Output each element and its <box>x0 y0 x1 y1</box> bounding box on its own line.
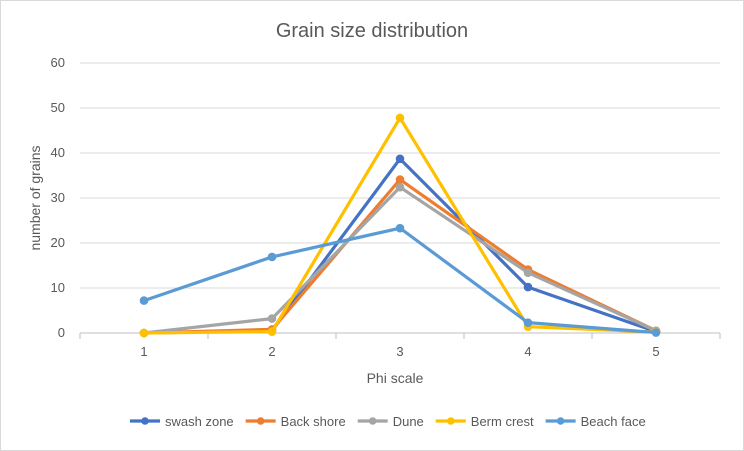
data-point <box>651 328 661 337</box>
data-point <box>139 296 149 305</box>
legend-swatch-marker <box>556 417 565 425</box>
legend-label: Beach face <box>581 414 646 429</box>
y-tick-label: 40 <box>51 145 65 160</box>
legend-label: Berm crest <box>471 414 534 429</box>
gridlines <box>80 62 720 289</box>
data-point <box>523 268 533 278</box>
data-point <box>395 175 405 184</box>
series-beach-face <box>139 223 661 337</box>
legend-label: Dune <box>393 414 424 429</box>
data-point <box>267 314 277 323</box>
y-tick-label: 10 <box>51 280 65 295</box>
y-tick-label: 20 <box>51 235 65 250</box>
data-point <box>395 223 405 233</box>
legend-label: swash zone <box>165 414 234 429</box>
y-tick-label: 30 <box>51 190 65 205</box>
data-point <box>395 113 405 123</box>
legend-item: Back shore <box>245 414 346 429</box>
legend-item: Beach face <box>545 414 646 429</box>
data-point <box>139 328 149 338</box>
y-tick-label: 0 <box>58 325 65 340</box>
data-point <box>267 252 277 262</box>
data-point <box>523 282 533 292</box>
x-tick-label: 5 <box>652 344 659 359</box>
y-axis-ticks: 0 10 20 30 40 50 60 <box>51 55 65 340</box>
legend-swatch-marker <box>446 417 455 425</box>
data-point <box>523 318 533 327</box>
legend-item: swash zone <box>130 414 234 429</box>
chart-title: Grain size distribution <box>276 20 468 42</box>
x-tick-label: 3 <box>396 344 403 359</box>
y-tick-label: 60 <box>51 55 65 70</box>
y-axis-title: number of grains <box>27 145 43 250</box>
legend-label: Back shore <box>281 414 346 429</box>
y-tick-label: 50 <box>51 100 65 115</box>
legend-item: Berm crest <box>435 414 534 429</box>
legend-item: Dune <box>357 414 424 429</box>
legend-swatch-marker <box>141 417 149 425</box>
data-point <box>267 327 277 336</box>
series-layer <box>139 113 661 338</box>
x-tick-label: 4 <box>524 344 531 359</box>
legend: swash zone Back shore Dune Berm crest Beach … <box>130 414 646 429</box>
x-axis-title: Phi scale <box>367 370 424 386</box>
data-point <box>395 154 405 164</box>
x-tick-label: 1 <box>140 344 147 359</box>
legend-swatch-marker <box>368 417 377 425</box>
legend-swatch-marker <box>256 417 265 425</box>
x-tick-label: 2 <box>268 344 275 359</box>
data-point <box>395 182 405 192</box>
